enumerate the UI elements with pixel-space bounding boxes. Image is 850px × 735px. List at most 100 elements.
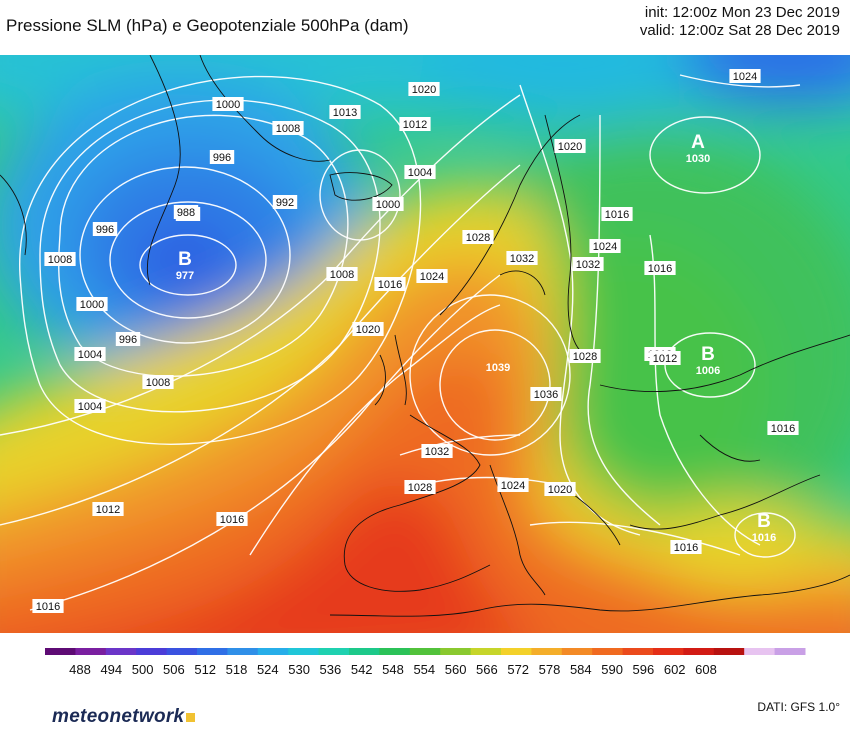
svg-text:1012: 1012: [653, 353, 677, 365]
isobar-label: 1016: [216, 512, 248, 526]
colorbar-swatch: [592, 648, 624, 655]
svg-text:1032: 1032: [425, 446, 449, 458]
colorbar-tick: 512: [194, 662, 216, 677]
colorbar-swatch: [501, 648, 532, 655]
colorbar-swatch: [409, 648, 441, 655]
colorbar-tick: 566: [476, 662, 498, 677]
isobar-label: 1004: [404, 165, 436, 179]
isobar-label: 996: [92, 222, 118, 236]
isobar-label: 1016: [644, 261, 676, 275]
colorbar-tick: 548: [382, 662, 404, 677]
colorbar-swatch: [136, 648, 168, 655]
colorbar-swatch: [622, 648, 654, 655]
isobar-labels: 1016 1012 1016 1008 1004 1000 996 992 988 996 1000…: [32, 69, 799, 613]
isobar-label: 1016: [767, 421, 799, 435]
svg-text:1020: 1020: [548, 484, 572, 496]
init-time: init: 12:00z Mon 23 Dec 2019: [644, 4, 840, 21]
pressure-center-value: 1016: [752, 532, 776, 544]
svg-text:1024: 1024: [733, 71, 757, 83]
colorbar-tick: 602: [664, 662, 686, 677]
colorbar: 488 494 500 506 512 518 524 530 536 542 548 554 560 5…: [45, 648, 806, 677]
isobar-label: 1020: [544, 482, 576, 496]
pressure-center-value: 1039: [486, 362, 510, 374]
isobar-label: 1020: [554, 139, 586, 153]
colorbar-swatch: [713, 648, 745, 655]
svg-text:1028: 1028: [573, 351, 597, 363]
svg-text:1032: 1032: [510, 253, 534, 265]
isobar-label: 1024: [589, 239, 621, 253]
pressure-center-value: 1006: [696, 365, 720, 377]
svg-text:1024: 1024: [420, 271, 444, 283]
colorbar-tick: 596: [633, 662, 655, 677]
colorbar-tick: 542: [351, 662, 373, 677]
svg-text:1013: 1013: [333, 107, 357, 119]
colorbar-tick: 590: [601, 662, 623, 677]
isobar-label: 1008: [326, 267, 358, 281]
colorbar-tick: 500: [132, 662, 154, 677]
pressure-center-letter: B: [178, 249, 192, 270]
isobar-label: 1024: [497, 478, 529, 492]
pressure-center-letter: B: [757, 511, 771, 532]
isobar-label: 1024: [416, 269, 448, 283]
colorbar-swatch: [75, 648, 107, 655]
coastlines: [0, 55, 850, 617]
isobar-label: 1008: [142, 375, 174, 389]
svg-text:1004: 1004: [78, 401, 102, 413]
isobar-label: 1028: [462, 230, 494, 244]
svg-text:1024: 1024: [501, 480, 525, 492]
isobar-label: 1028: [404, 480, 436, 494]
isobar-label: 1032: [506, 251, 538, 265]
isobar-label: 1028: [569, 349, 601, 363]
colorbar-swatch: [105, 648, 137, 655]
isobar-label: 1004: [74, 347, 106, 361]
colorbar-swatch: [440, 648, 472, 655]
colorbar-tick: 518: [226, 662, 248, 677]
svg-text:1016: 1016: [648, 263, 672, 275]
isobar-label: 1000: [76, 297, 108, 311]
svg-text:1016: 1016: [674, 542, 698, 554]
colorbar-tick: 608: [695, 662, 717, 677]
colorbar-tick: 572: [507, 662, 529, 677]
isobar-label: 1016: [32, 599, 64, 613]
pressure-center-letter: A: [691, 132, 705, 153]
svg-text:988: 988: [177, 207, 195, 219]
isobar-label: 1000: [372, 197, 404, 211]
colorbar-tick: 488: [69, 662, 91, 677]
colorbar-swatch: [197, 648, 228, 655]
isobar-label: 1008: [272, 121, 304, 135]
isobar-label: 1000: [212, 97, 244, 111]
data-source: DATI: GFS 1.0°: [757, 700, 840, 714]
svg-text:996: 996: [119, 334, 137, 346]
colorbar-tick: 530: [288, 662, 310, 677]
isobar-label: 996: [209, 150, 235, 164]
colorbar-swatch: [744, 648, 776, 655]
isobar-label: 1012: [92, 502, 124, 516]
isobar-label: 1036: [530, 387, 562, 401]
isobar-label: 1012: [399, 117, 431, 131]
isobar-label: 1004: [74, 399, 106, 413]
colorbar-swatch: [379, 648, 411, 655]
map-title: Pressione SLM (hPa) e Geopotenziale 500h…: [6, 16, 409, 35]
isobar-label: 992: [272, 195, 298, 209]
svg-text:1008: 1008: [146, 377, 170, 389]
weather-map: 1016 1012 1016 1008 1004 1000 996 992 988 996 1000…: [0, 55, 850, 633]
isobar-label: 1013: [329, 105, 361, 119]
colorbar-swatch: [774, 648, 806, 655]
colorbar-swatch: [257, 648, 289, 655]
colorbar-swatch: [683, 648, 715, 655]
colorbar-tick: 560: [445, 662, 467, 677]
svg-text:1000: 1000: [80, 299, 104, 311]
colorbar-swatch: [349, 648, 380, 655]
svg-text:996: 996: [213, 152, 231, 164]
svg-text:1016: 1016: [605, 209, 629, 221]
svg-text:1028: 1028: [466, 232, 490, 244]
colorbar-swatch: [561, 648, 593, 655]
svg-text:1036: 1036: [534, 389, 558, 401]
isobar-label: 996: [115, 332, 141, 346]
colorbar-swatch: [45, 648, 76, 655]
svg-text:1020: 1020: [412, 84, 436, 96]
colorbar-swatch: [531, 648, 563, 655]
svg-text:1016: 1016: [771, 423, 795, 435]
isobar-label: 1016: [601, 207, 633, 221]
geopotential-field: [0, 55, 850, 633]
